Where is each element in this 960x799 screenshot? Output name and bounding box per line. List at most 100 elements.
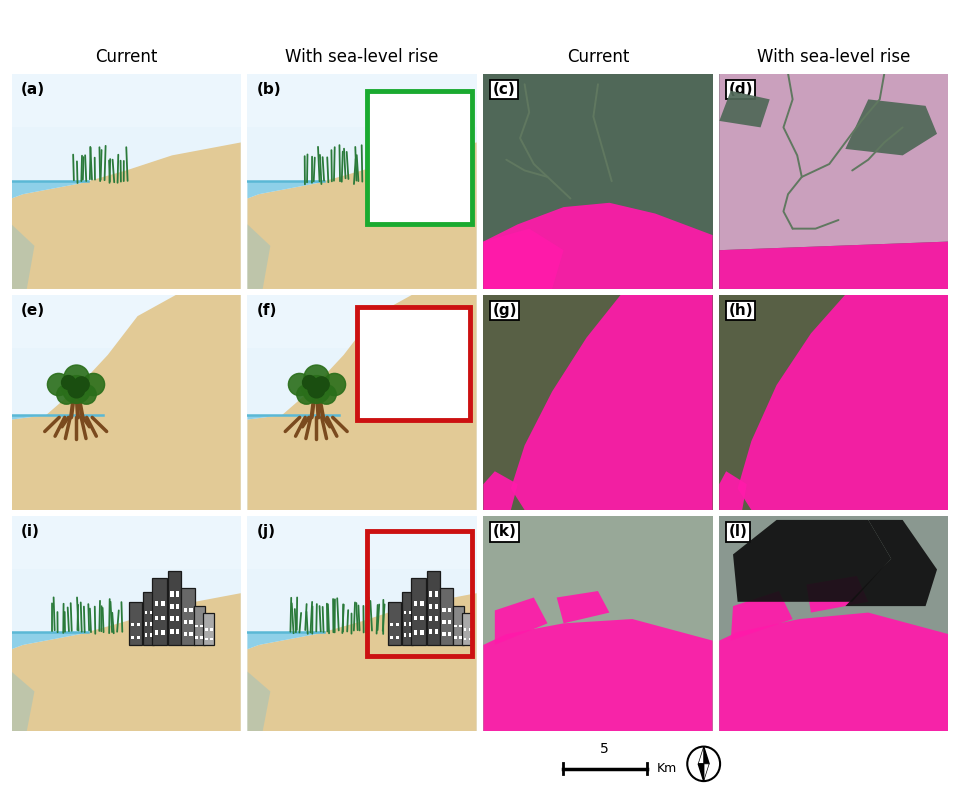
Bar — [248, 295, 476, 348]
Text: (g): (g) — [492, 303, 517, 318]
Bar — [145, 634, 148, 637]
Bar — [429, 616, 432, 622]
Bar — [409, 622, 411, 626]
Polygon shape — [12, 593, 241, 731]
Bar — [171, 616, 174, 622]
Bar — [136, 635, 140, 638]
Bar — [459, 636, 462, 639]
Bar — [448, 620, 451, 624]
Bar — [194, 606, 205, 645]
Bar — [452, 606, 464, 645]
Bar — [204, 638, 207, 640]
Bar — [171, 604, 174, 609]
Bar — [177, 629, 180, 634]
Bar — [448, 608, 451, 612]
Polygon shape — [733, 520, 891, 602]
Bar — [429, 591, 432, 597]
Bar — [435, 629, 438, 634]
Polygon shape — [12, 295, 241, 510]
Bar — [189, 608, 193, 612]
Bar — [248, 515, 476, 570]
Polygon shape — [12, 632, 88, 731]
Text: With sea-level rise: With sea-level rise — [757, 48, 911, 66]
Bar — [427, 570, 441, 645]
Bar — [183, 633, 187, 637]
Text: (i): (i) — [21, 524, 39, 539]
Polygon shape — [12, 142, 241, 289]
Polygon shape — [248, 225, 271, 289]
Polygon shape — [731, 591, 793, 641]
Text: (a): (a) — [21, 82, 45, 97]
Text: Current: Current — [566, 48, 629, 66]
Bar — [155, 630, 158, 635]
Polygon shape — [483, 203, 712, 289]
Bar — [161, 616, 165, 621]
Bar — [145, 610, 148, 614]
Bar — [171, 629, 174, 634]
Text: (d): (d) — [729, 82, 753, 97]
Polygon shape — [248, 415, 339, 510]
Bar — [357, 308, 469, 419]
Polygon shape — [248, 593, 476, 731]
Bar — [181, 588, 195, 645]
Bar — [131, 635, 134, 638]
Bar — [414, 602, 418, 606]
Bar — [183, 608, 187, 612]
Bar — [403, 634, 406, 637]
Bar — [183, 620, 187, 624]
Bar — [396, 635, 398, 638]
Bar — [390, 635, 393, 638]
Bar — [171, 591, 174, 597]
Polygon shape — [719, 74, 948, 250]
Polygon shape — [704, 764, 709, 781]
Polygon shape — [719, 91, 770, 127]
Bar — [131, 623, 134, 626]
Bar — [150, 622, 153, 626]
Bar — [367, 91, 472, 225]
Bar — [454, 625, 457, 627]
Text: (j): (j) — [256, 524, 276, 539]
Bar — [155, 616, 158, 621]
Bar — [12, 74, 241, 127]
Polygon shape — [248, 142, 476, 289]
Bar — [161, 630, 165, 635]
Bar — [396, 623, 398, 626]
Polygon shape — [719, 241, 948, 289]
Bar — [390, 623, 393, 626]
Text: (k): (k) — [492, 524, 516, 539]
Bar — [429, 604, 432, 609]
Bar — [155, 602, 158, 606]
Polygon shape — [483, 471, 517, 510]
Text: (c): (c) — [492, 82, 516, 97]
Bar — [468, 638, 471, 640]
Text: (h): (h) — [729, 303, 753, 318]
Polygon shape — [846, 99, 937, 155]
Polygon shape — [737, 295, 948, 510]
Bar — [143, 592, 155, 645]
Text: Current: Current — [95, 48, 157, 66]
Bar — [150, 634, 153, 637]
Bar — [196, 636, 198, 639]
Bar — [435, 591, 438, 597]
Bar — [177, 604, 180, 609]
Bar — [420, 630, 423, 635]
Polygon shape — [248, 672, 271, 731]
Bar — [189, 633, 193, 637]
Bar — [201, 636, 204, 639]
Bar — [168, 570, 181, 645]
Polygon shape — [12, 672, 35, 731]
Polygon shape — [511, 295, 712, 510]
Bar — [454, 636, 457, 639]
Bar — [161, 602, 165, 606]
Polygon shape — [698, 764, 704, 781]
Bar — [429, 629, 432, 634]
Polygon shape — [248, 295, 476, 510]
Bar — [414, 630, 418, 635]
Text: (e): (e) — [21, 303, 45, 318]
Bar — [403, 610, 406, 614]
Bar — [420, 602, 423, 606]
Bar — [435, 616, 438, 622]
Text: 5: 5 — [600, 741, 610, 756]
Bar — [204, 613, 214, 645]
Polygon shape — [557, 591, 610, 623]
